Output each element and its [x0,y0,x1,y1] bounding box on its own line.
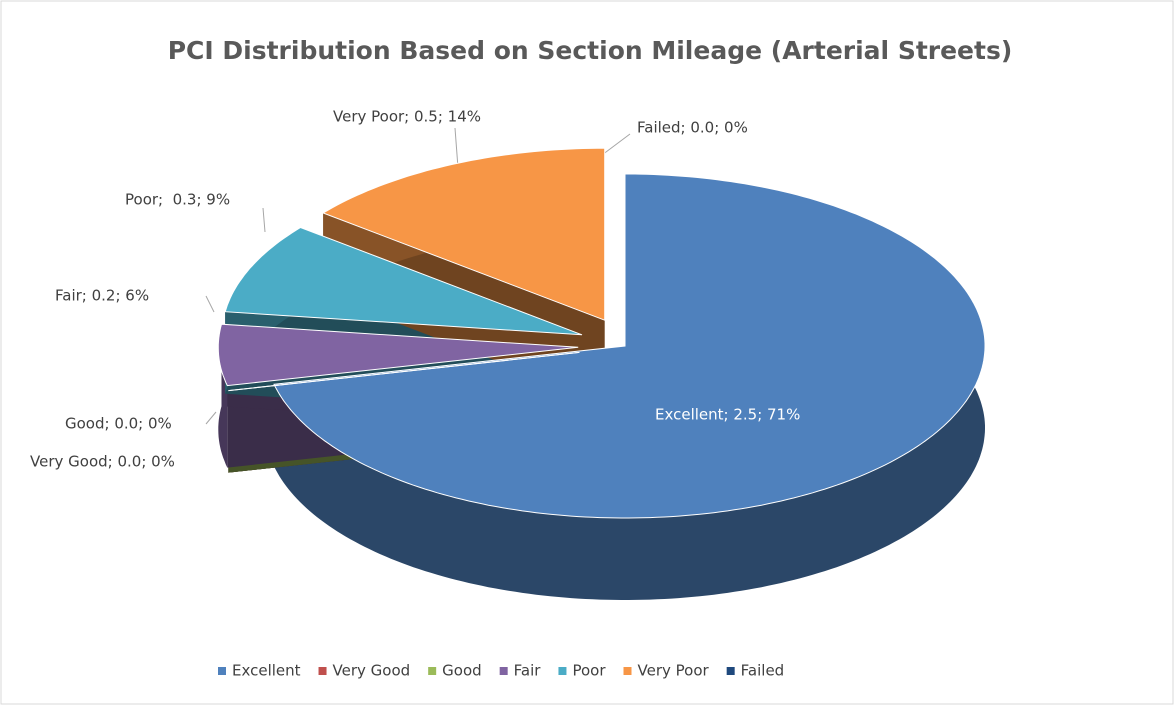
data-label: Poor; 0.3; 9% [125,191,230,209]
legend-label: Good [442,662,482,680]
slice [322,147,606,321]
legend-swatch [318,667,327,675]
chart-title: PCI Distribution Based on Section Mileag… [168,36,1013,65]
leader-line [262,207,266,233]
leader-line [205,295,215,313]
slice [228,351,580,392]
data-label: Very Good; 0.0; 0% [30,453,175,471]
data-label: Good; 0.0; 0% [65,415,172,433]
legend-label: Very Poor [638,662,710,680]
pie [217,145,986,600]
legend-label: Failed [741,662,785,680]
data-labels: Excellent; 2.5; 71% Very Good; 0.0; 0% Goo… [30,108,800,471]
legend-label: Poor [572,662,606,680]
legend-label: Excellent [232,662,301,680]
legend-label: Fair [514,662,542,680]
legend-label: Very Good [333,662,411,680]
leader-line [454,127,459,169]
legend-swatch [218,667,226,675]
data-label: Failed; 0.0; 0% [637,119,748,137]
legend-swatch [726,667,735,675]
legend-swatch [558,667,567,675]
legend: Excellent Very Good Good Fair Poor Very Poor F… [218,662,784,680]
data-label: Excellent; 2.5; 71% [655,406,800,424]
legend-swatch [428,667,437,675]
leader-line [205,411,217,425]
slice [224,226,583,336]
data-label: Fair; 0.2; 6% [55,287,149,305]
data-label: Very Poor; 0.5; 14% [333,108,481,126]
slice [273,173,986,519]
legend-swatch [623,667,632,675]
slice [217,323,579,387]
legend-swatch [499,667,508,675]
